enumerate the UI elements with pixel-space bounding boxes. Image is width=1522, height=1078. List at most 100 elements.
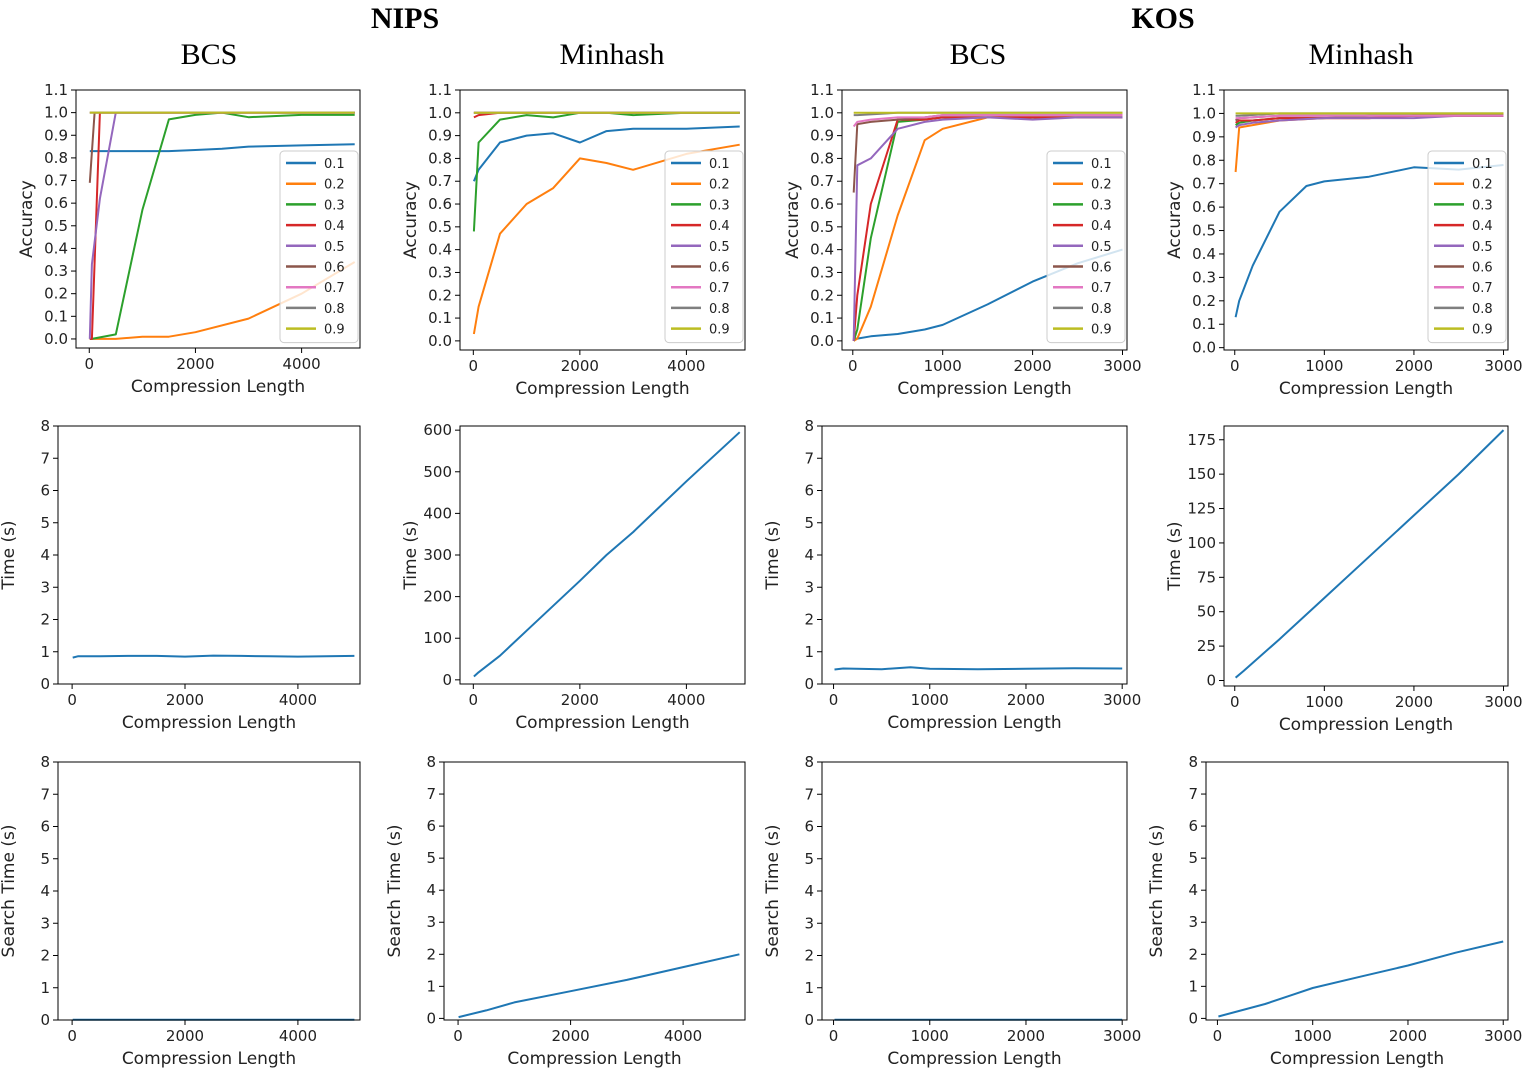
legend-label: 0.4 bbox=[1472, 219, 1493, 234]
legend-label: 0.5 bbox=[324, 240, 345, 255]
y-tick-label: 500 bbox=[423, 463, 452, 481]
y-tick-label: 0 bbox=[40, 1011, 50, 1029]
legend-label: 0.1 bbox=[1091, 157, 1112, 172]
plot-frame bbox=[75, 89, 361, 349]
y-tick-label: 0.4 bbox=[44, 239, 68, 257]
x-tick-label: 2000 bbox=[551, 1027, 589, 1045]
x-tick-label: 3000 bbox=[1484, 1027, 1522, 1045]
y-tick-label: 0.5 bbox=[1192, 222, 1216, 240]
y-tick-label: 0.7 bbox=[1192, 175, 1216, 193]
legend-label: 0.1 bbox=[709, 157, 730, 172]
legend-label: 0.2 bbox=[1091, 178, 1112, 193]
legend-label: 0.7 bbox=[709, 281, 730, 296]
y-axis-label: Time (s) bbox=[401, 520, 421, 590]
x-axis-label: Compression Length bbox=[887, 1049, 1061, 1069]
legend-label: 0.5 bbox=[709, 240, 730, 255]
y-tick-label: 2 bbox=[426, 945, 436, 963]
y-tick-label: 50 bbox=[1197, 603, 1216, 621]
legend-label: 0.7 bbox=[324, 281, 345, 296]
series-line bbox=[89, 143, 355, 153]
y-tick-label: 3 bbox=[804, 578, 814, 596]
method-header-nips-minhash: Minhash bbox=[559, 38, 665, 71]
y-tick-label: 7 bbox=[40, 785, 50, 803]
chart-panel: 0 1 2 3 4 5 6 7 8 0 2000 4000 Compression Length Sear… bbox=[385, 753, 746, 1069]
x-tick-label: 0 bbox=[84, 355, 94, 373]
y-tick-label: 0.8 bbox=[428, 149, 452, 167]
y-tick-label: 8 bbox=[40, 417, 50, 435]
plot-frame bbox=[821, 425, 1128, 685]
y-tick-label: 0 bbox=[804, 675, 814, 693]
dataset-header-nips: NIPS bbox=[370, 2, 440, 35]
y-tick-label: 1.1 bbox=[44, 81, 68, 99]
plot-frame bbox=[57, 425, 361, 685]
x-tick-label: 3000 bbox=[1484, 357, 1522, 375]
y-tick-label: 0.0 bbox=[1192, 339, 1216, 357]
x-tick-label: 0 bbox=[829, 1027, 839, 1045]
dataset-header-kos: KOS bbox=[1131, 2, 1195, 35]
legend-label: 0.6 bbox=[324, 261, 345, 276]
y-tick-label: 4 bbox=[804, 546, 814, 564]
y-tick-label: 6 bbox=[426, 817, 436, 835]
series-line bbox=[472, 111, 740, 232]
legend-box bbox=[664, 150, 744, 344]
legend-box bbox=[1046, 150, 1126, 344]
x-tick-label: 0 bbox=[469, 691, 479, 709]
chart-panel: 0.0 0.1 0.2 0.3 0.4 0.5 0.6 0.7 0.8 0.9 1.0 1.1 0 200… bbox=[17, 81, 361, 397]
y-tick-label: 200 bbox=[423, 588, 452, 606]
chart-panel: 0 1 2 3 4 5 6 7 8 0 1000 2000 3000 Compression Length… bbox=[763, 753, 1141, 1069]
legend-label: 0.5 bbox=[1091, 240, 1112, 255]
y-tick-label: 3 bbox=[40, 578, 50, 596]
y-tick-label: 0 bbox=[442, 671, 452, 689]
y-tick-label: 8 bbox=[40, 753, 50, 771]
y-tick-label: 7 bbox=[804, 449, 814, 467]
y-tick-label: 25 bbox=[1197, 637, 1216, 655]
x-tick-label: 0 bbox=[829, 691, 839, 709]
plot-frame bbox=[841, 89, 1128, 351]
legend-label: 0.7 bbox=[1091, 281, 1112, 296]
y-tick-label: 0 bbox=[40, 675, 50, 693]
y-tick-label: 0.0 bbox=[44, 330, 68, 348]
plot-frame bbox=[443, 761, 746, 1021]
y-tick-label: 5 bbox=[804, 850, 814, 868]
x-tick-label: 0 bbox=[67, 691, 77, 709]
y-axis-label: Search Time (s) bbox=[0, 825, 19, 958]
y-tick-label: 4 bbox=[804, 882, 814, 900]
x-tick-label: 0 bbox=[1213, 1027, 1223, 1045]
y-tick-label: 0.3 bbox=[1192, 268, 1216, 286]
y-tick-label: 0.2 bbox=[428, 286, 452, 304]
plot-frame bbox=[57, 761, 361, 1021]
x-tick-label: 4000 bbox=[667, 357, 705, 375]
series-line bbox=[1234, 429, 1505, 679]
x-tick-label: 2000 bbox=[1389, 1027, 1427, 1045]
x-tick-label: 2000 bbox=[1395, 357, 1433, 375]
chart-panel: 0 1 2 3 4 5 6 7 8 0 2000 4000 Compression Length Sear… bbox=[0, 753, 361, 1069]
y-tick-label: 0.2 bbox=[1192, 292, 1216, 310]
y-tick-label: 6 bbox=[804, 482, 814, 500]
legend-label: 0.4 bbox=[1091, 219, 1112, 234]
y-tick-label: 6 bbox=[1188, 817, 1198, 835]
y-tick-label: 2 bbox=[1188, 945, 1198, 963]
x-tick-label: 2000 bbox=[176, 355, 214, 373]
legend-label: 0.7 bbox=[1472, 281, 1493, 296]
x-tick-label: 4000 bbox=[279, 1027, 317, 1045]
x-axis-label: Compression Length bbox=[1279, 379, 1453, 399]
legend-label: 0.1 bbox=[1472, 157, 1493, 172]
y-axis-label: Time (s) bbox=[763, 520, 783, 590]
legend-box bbox=[1427, 150, 1507, 344]
y-tick-label: 2 bbox=[40, 947, 50, 965]
y-tick-label: 3 bbox=[1188, 913, 1198, 931]
x-tick-label: 0 bbox=[848, 357, 858, 375]
legend-label: 0.4 bbox=[709, 219, 730, 234]
y-tick-label: 7 bbox=[426, 785, 436, 803]
y-tick-label: 0.6 bbox=[428, 195, 452, 213]
y-tick-label: 5 bbox=[40, 850, 50, 868]
chart-panel: 0.0 0.1 0.2 0.3 0.4 0.5 0.6 0.7 0.8 0.9 1.0 1.1 0 100… bbox=[1165, 81, 1522, 399]
series-line bbox=[89, 111, 355, 340]
legend-label: 0.6 bbox=[709, 261, 730, 276]
legend-label: 0.9 bbox=[709, 323, 730, 338]
chart-panel: 0 25 50 75 100 125 150 175 0 1000 2000 3000 Compress… bbox=[1165, 425, 1522, 735]
y-tick-label: 6 bbox=[40, 818, 50, 836]
y-tick-label: 0.4 bbox=[1192, 245, 1216, 263]
y-tick-label: 4 bbox=[426, 881, 436, 899]
